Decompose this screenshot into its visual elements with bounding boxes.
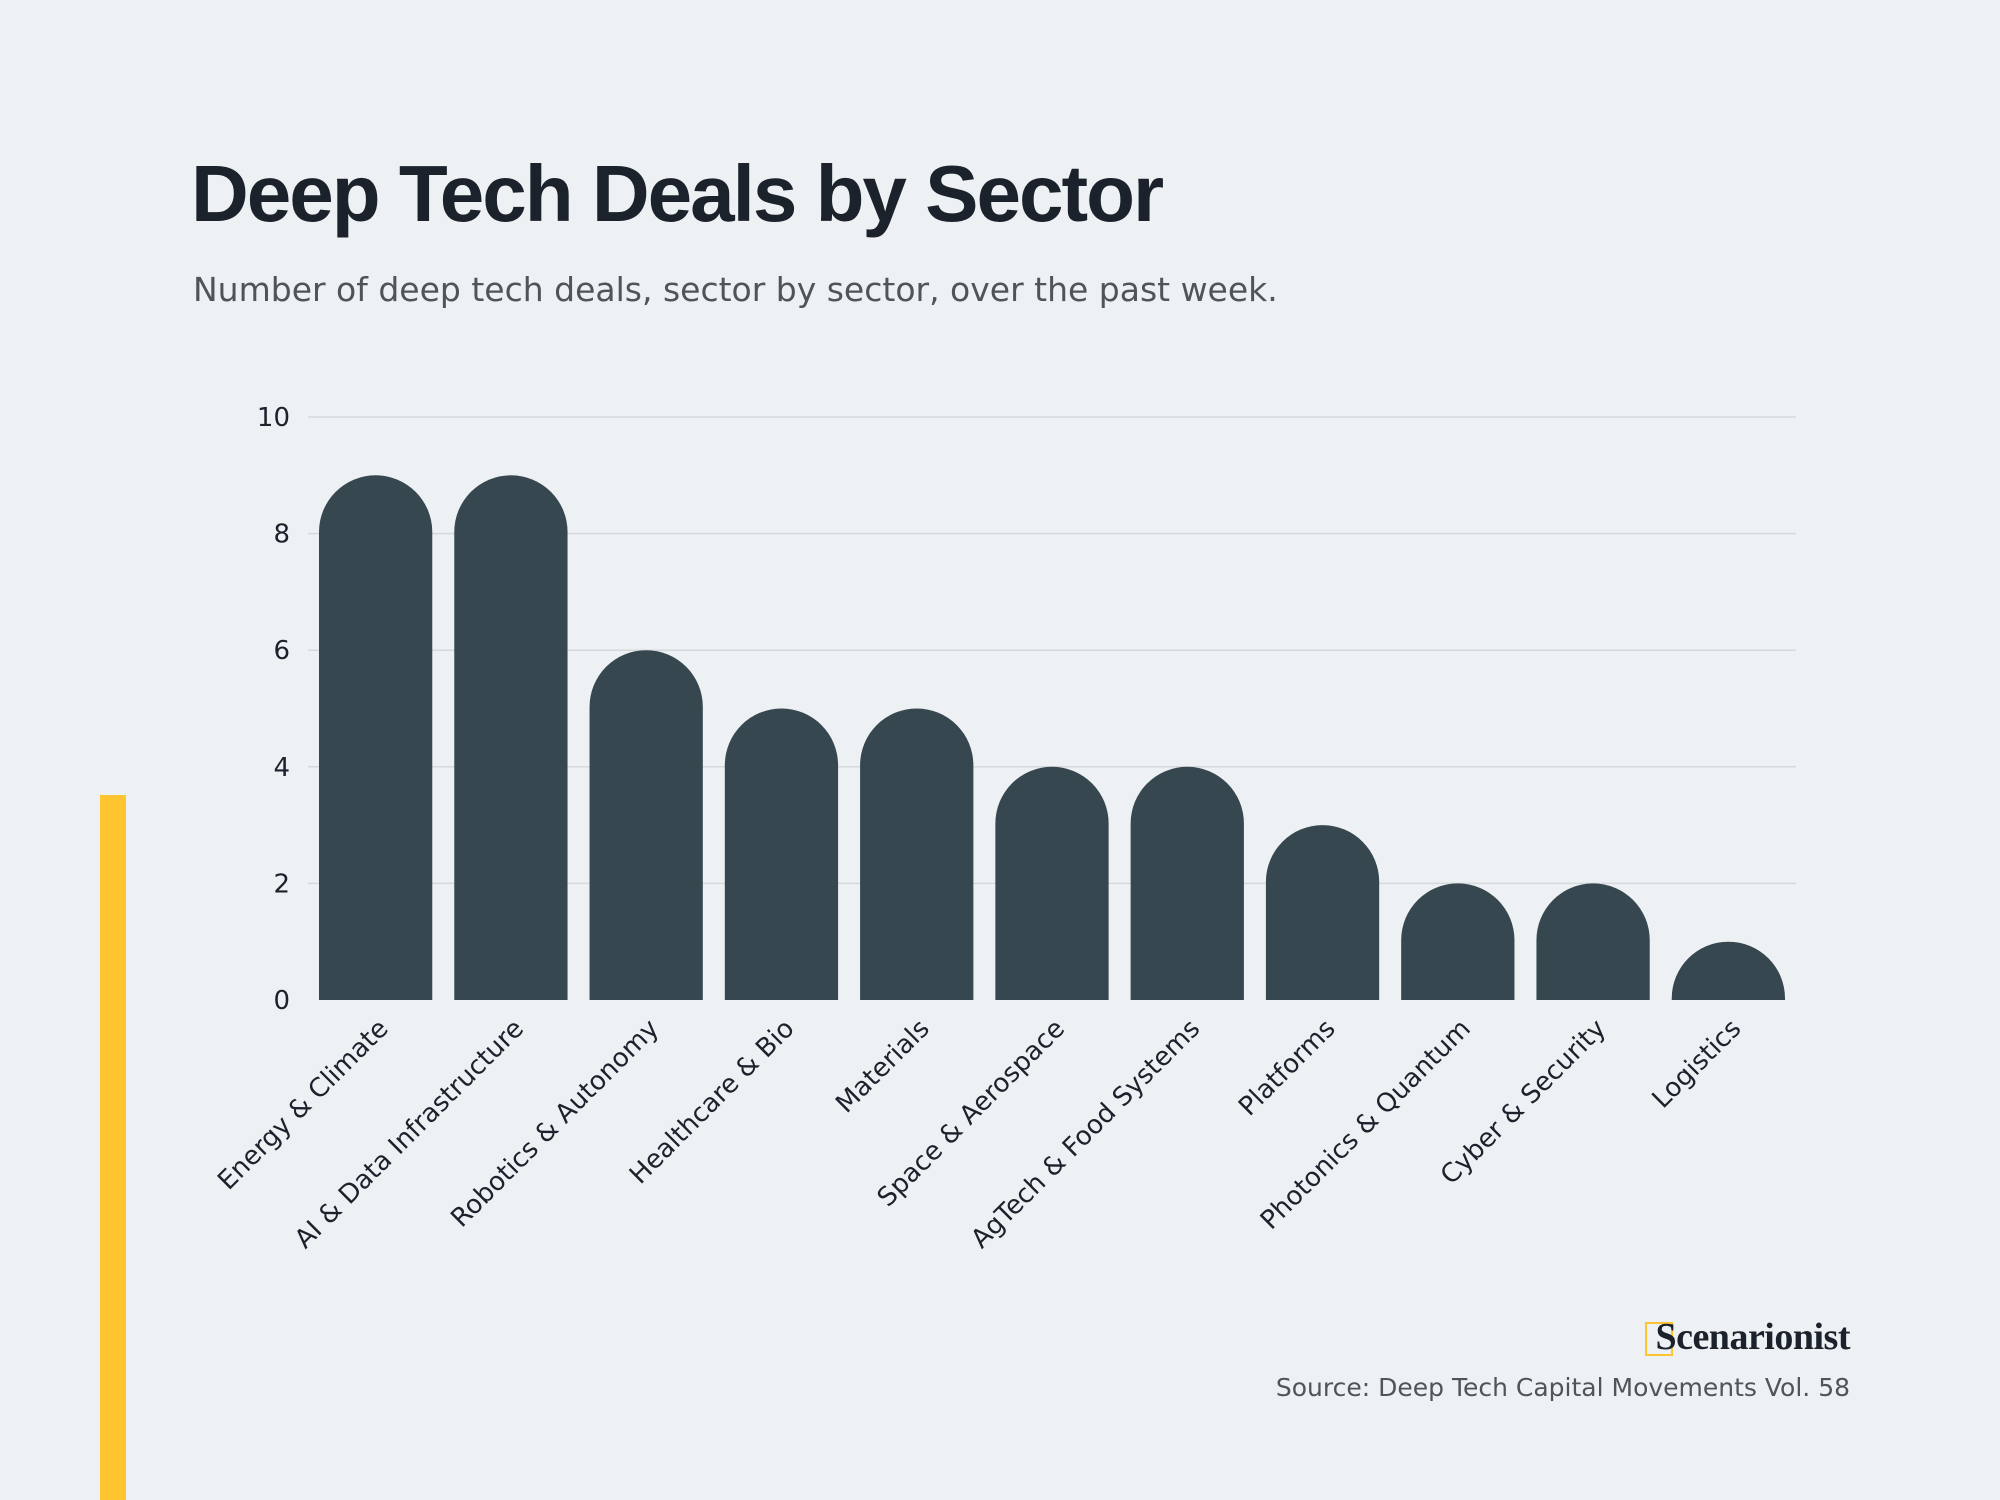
logo-mark [1645,1322,1674,1356]
y-tick-label: 2 [273,869,290,899]
bars [319,475,1785,1000]
bar [995,766,1109,1000]
source-note: Source: Deep Tech Capital Movements Vol.… [1275,1373,1850,1402]
x-category-label: AI & Data Infrastructure [289,1014,530,1255]
bar [319,475,433,1000]
bar [1536,883,1650,1000]
bar [860,708,974,1000]
y-tick-label: 10 [257,403,290,433]
y-tick-label: 4 [273,753,290,783]
bar [1401,883,1515,1000]
scenarionist-logo: Scenarionist [1645,1318,1850,1356]
bar [454,475,568,1000]
y-tick-label: 8 [273,520,290,550]
bar [589,650,703,1000]
x-category-label: Materials [830,1014,935,1119]
bar [1130,766,1244,1000]
bar [1265,825,1380,1000]
chart-title: Deep Tech Deals by Sector [191,149,1164,238]
y-tick-label: 0 [273,986,290,1016]
y-tick-label: 6 [273,636,290,666]
accent-bar [100,795,126,1500]
logo-text: Scenarionist [1655,1316,1850,1358]
x-category-label: Logistics [1647,1014,1748,1115]
bar [1671,941,1785,1000]
x-category-label: Platforms [1233,1014,1341,1122]
x-category-label: AgTech & Food Systems [965,1014,1206,1255]
bar [724,708,839,1000]
chart-subtitle: Number of deep tech deals, sector by sec… [193,270,1278,309]
y-axis-ticks: 0 2 4 6 8 10 [257,403,290,1016]
